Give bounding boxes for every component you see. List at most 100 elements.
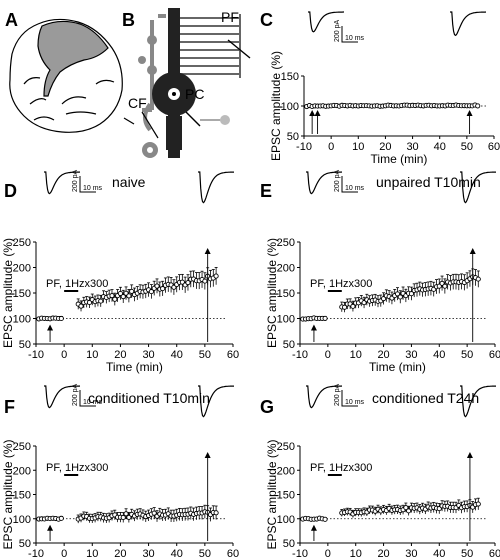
data-points bbox=[304, 102, 481, 110]
scale-bar-current: 200 pA bbox=[72, 383, 79, 406]
time-arrow bbox=[469, 248, 476, 342]
data-point bbox=[109, 293, 115, 299]
x-tick-label: 40 bbox=[433, 349, 445, 361]
x-tick-label: 60 bbox=[227, 548, 239, 560]
x-tick-label: 60 bbox=[488, 141, 500, 153]
epsc-trace-after bbox=[198, 385, 234, 418]
x-tick-label: 50 bbox=[461, 548, 473, 560]
y-tick-label: 200 bbox=[277, 465, 295, 477]
x-tick-label: 60 bbox=[489, 548, 500, 560]
arrow-head bbox=[469, 248, 476, 254]
y-tick-label: 200 bbox=[277, 263, 295, 275]
data-point bbox=[213, 510, 219, 516]
panel-letter: C bbox=[260, 10, 273, 30]
time-arrow bbox=[314, 110, 321, 134]
data-point bbox=[126, 514, 132, 520]
data-points bbox=[36, 267, 219, 322]
scale-bar-time: 10 ms bbox=[345, 35, 365, 42]
arrow-head bbox=[47, 524, 54, 531]
protocol-label: PF, 1Hzx300 bbox=[46, 462, 108, 474]
x-axis-label: Time (min) bbox=[371, 152, 428, 166]
epsc-trace-line bbox=[198, 171, 234, 204]
data-point bbox=[442, 283, 448, 289]
panel-title: naive bbox=[112, 174, 146, 190]
cf-label: CF bbox=[128, 95, 147, 111]
data-point bbox=[154, 283, 160, 289]
x-tick-label: 10 bbox=[352, 141, 364, 153]
data-point bbox=[78, 303, 84, 309]
time-arrow bbox=[310, 524, 317, 541]
x-tick-label: 20 bbox=[377, 548, 389, 560]
x-tick-label: 30 bbox=[142, 349, 154, 361]
scale-bar-current: 200 pA bbox=[72, 169, 79, 192]
data-point bbox=[151, 510, 157, 516]
data-point bbox=[148, 289, 154, 295]
circuit-schematic bbox=[123, 8, 251, 158]
panel-title: conditioned T10min bbox=[88, 390, 210, 406]
epsc-trace-line bbox=[44, 171, 81, 195]
x-tick-label: 50 bbox=[461, 141, 473, 153]
data-point bbox=[475, 276, 481, 282]
data-point bbox=[126, 293, 132, 299]
arrow-head bbox=[47, 324, 54, 331]
epsc-trace-line bbox=[198, 385, 234, 418]
y-tick-label: 100 bbox=[13, 314, 31, 326]
x-tick-label: 50 bbox=[461, 349, 473, 361]
y-tick-label: 100 bbox=[277, 514, 295, 526]
panel-a: A bbox=[5, 10, 123, 133]
protocol-label: PF, 1Hzx300 bbox=[310, 278, 372, 290]
data-points bbox=[300, 497, 481, 522]
panel-c: C 200 pA 10 ms -10 0 10 20 30 40 50 60 50 100 150 Time… bbox=[260, 10, 500, 166]
scale-bar-time: 10 ms bbox=[83, 185, 103, 192]
data-point bbox=[397, 294, 403, 300]
y-tick-label: 50 bbox=[19, 339, 31, 351]
epsc-trace-line bbox=[306, 171, 343, 195]
y-axis-label: EPSC amplitude (%) bbox=[1, 238, 15, 348]
data-point bbox=[117, 290, 123, 297]
x-tick-label: -10 bbox=[292, 548, 308, 560]
x-tick-label: -10 bbox=[296, 141, 312, 153]
epsc-trace-line bbox=[44, 385, 81, 409]
epsc-trace-before bbox=[306, 385, 343, 409]
y-axis-label: EPSC amplitude (%) bbox=[1, 439, 15, 549]
y-tick-label: 250 bbox=[13, 237, 31, 249]
y-tick-label: 150 bbox=[277, 490, 295, 502]
y-tick-label: 150 bbox=[277, 288, 295, 300]
y-tick-label: 100 bbox=[277, 314, 295, 326]
scale-bar-lines bbox=[79, 176, 96, 193]
x-tick-label: 10 bbox=[350, 548, 362, 560]
x-tick-label: 0 bbox=[61, 349, 67, 361]
protocol-label: PF, 1Hzx300 bbox=[310, 462, 372, 474]
x-tick-label: 40 bbox=[171, 349, 183, 361]
x-tick-label: 50 bbox=[199, 349, 211, 361]
data-point bbox=[202, 278, 208, 284]
scale-bar-lines bbox=[341, 176, 358, 193]
x-tick-label: 10 bbox=[86, 349, 98, 361]
epsc-trace-after bbox=[450, 11, 487, 37]
panel-letter: G bbox=[260, 397, 274, 417]
x-tick-label: 30 bbox=[406, 141, 418, 153]
cerebellum-drawing bbox=[9, 18, 123, 133]
scale-bar-time: 10 ms bbox=[345, 399, 365, 406]
data-point bbox=[475, 103, 481, 109]
scale-bar: 200 pA 10 ms bbox=[334, 19, 365, 43]
x-tick-label: 30 bbox=[142, 548, 154, 560]
x-tick-label: 10 bbox=[350, 349, 362, 361]
scale-bar: 200 pA 10 ms bbox=[334, 169, 365, 193]
x-tick-label: -10 bbox=[28, 548, 44, 560]
y-tick-label: 150 bbox=[13, 490, 31, 502]
scale-bar: 200 pA 10 ms bbox=[72, 383, 103, 407]
data-points bbox=[300, 268, 481, 322]
y-tick-label: 250 bbox=[277, 237, 295, 249]
epsc-trace-before bbox=[44, 171, 81, 195]
epsc-trace-before bbox=[308, 11, 344, 33]
data-point bbox=[120, 514, 126, 521]
arrow-head bbox=[204, 248, 211, 254]
x-tick-label: 40 bbox=[433, 548, 445, 560]
